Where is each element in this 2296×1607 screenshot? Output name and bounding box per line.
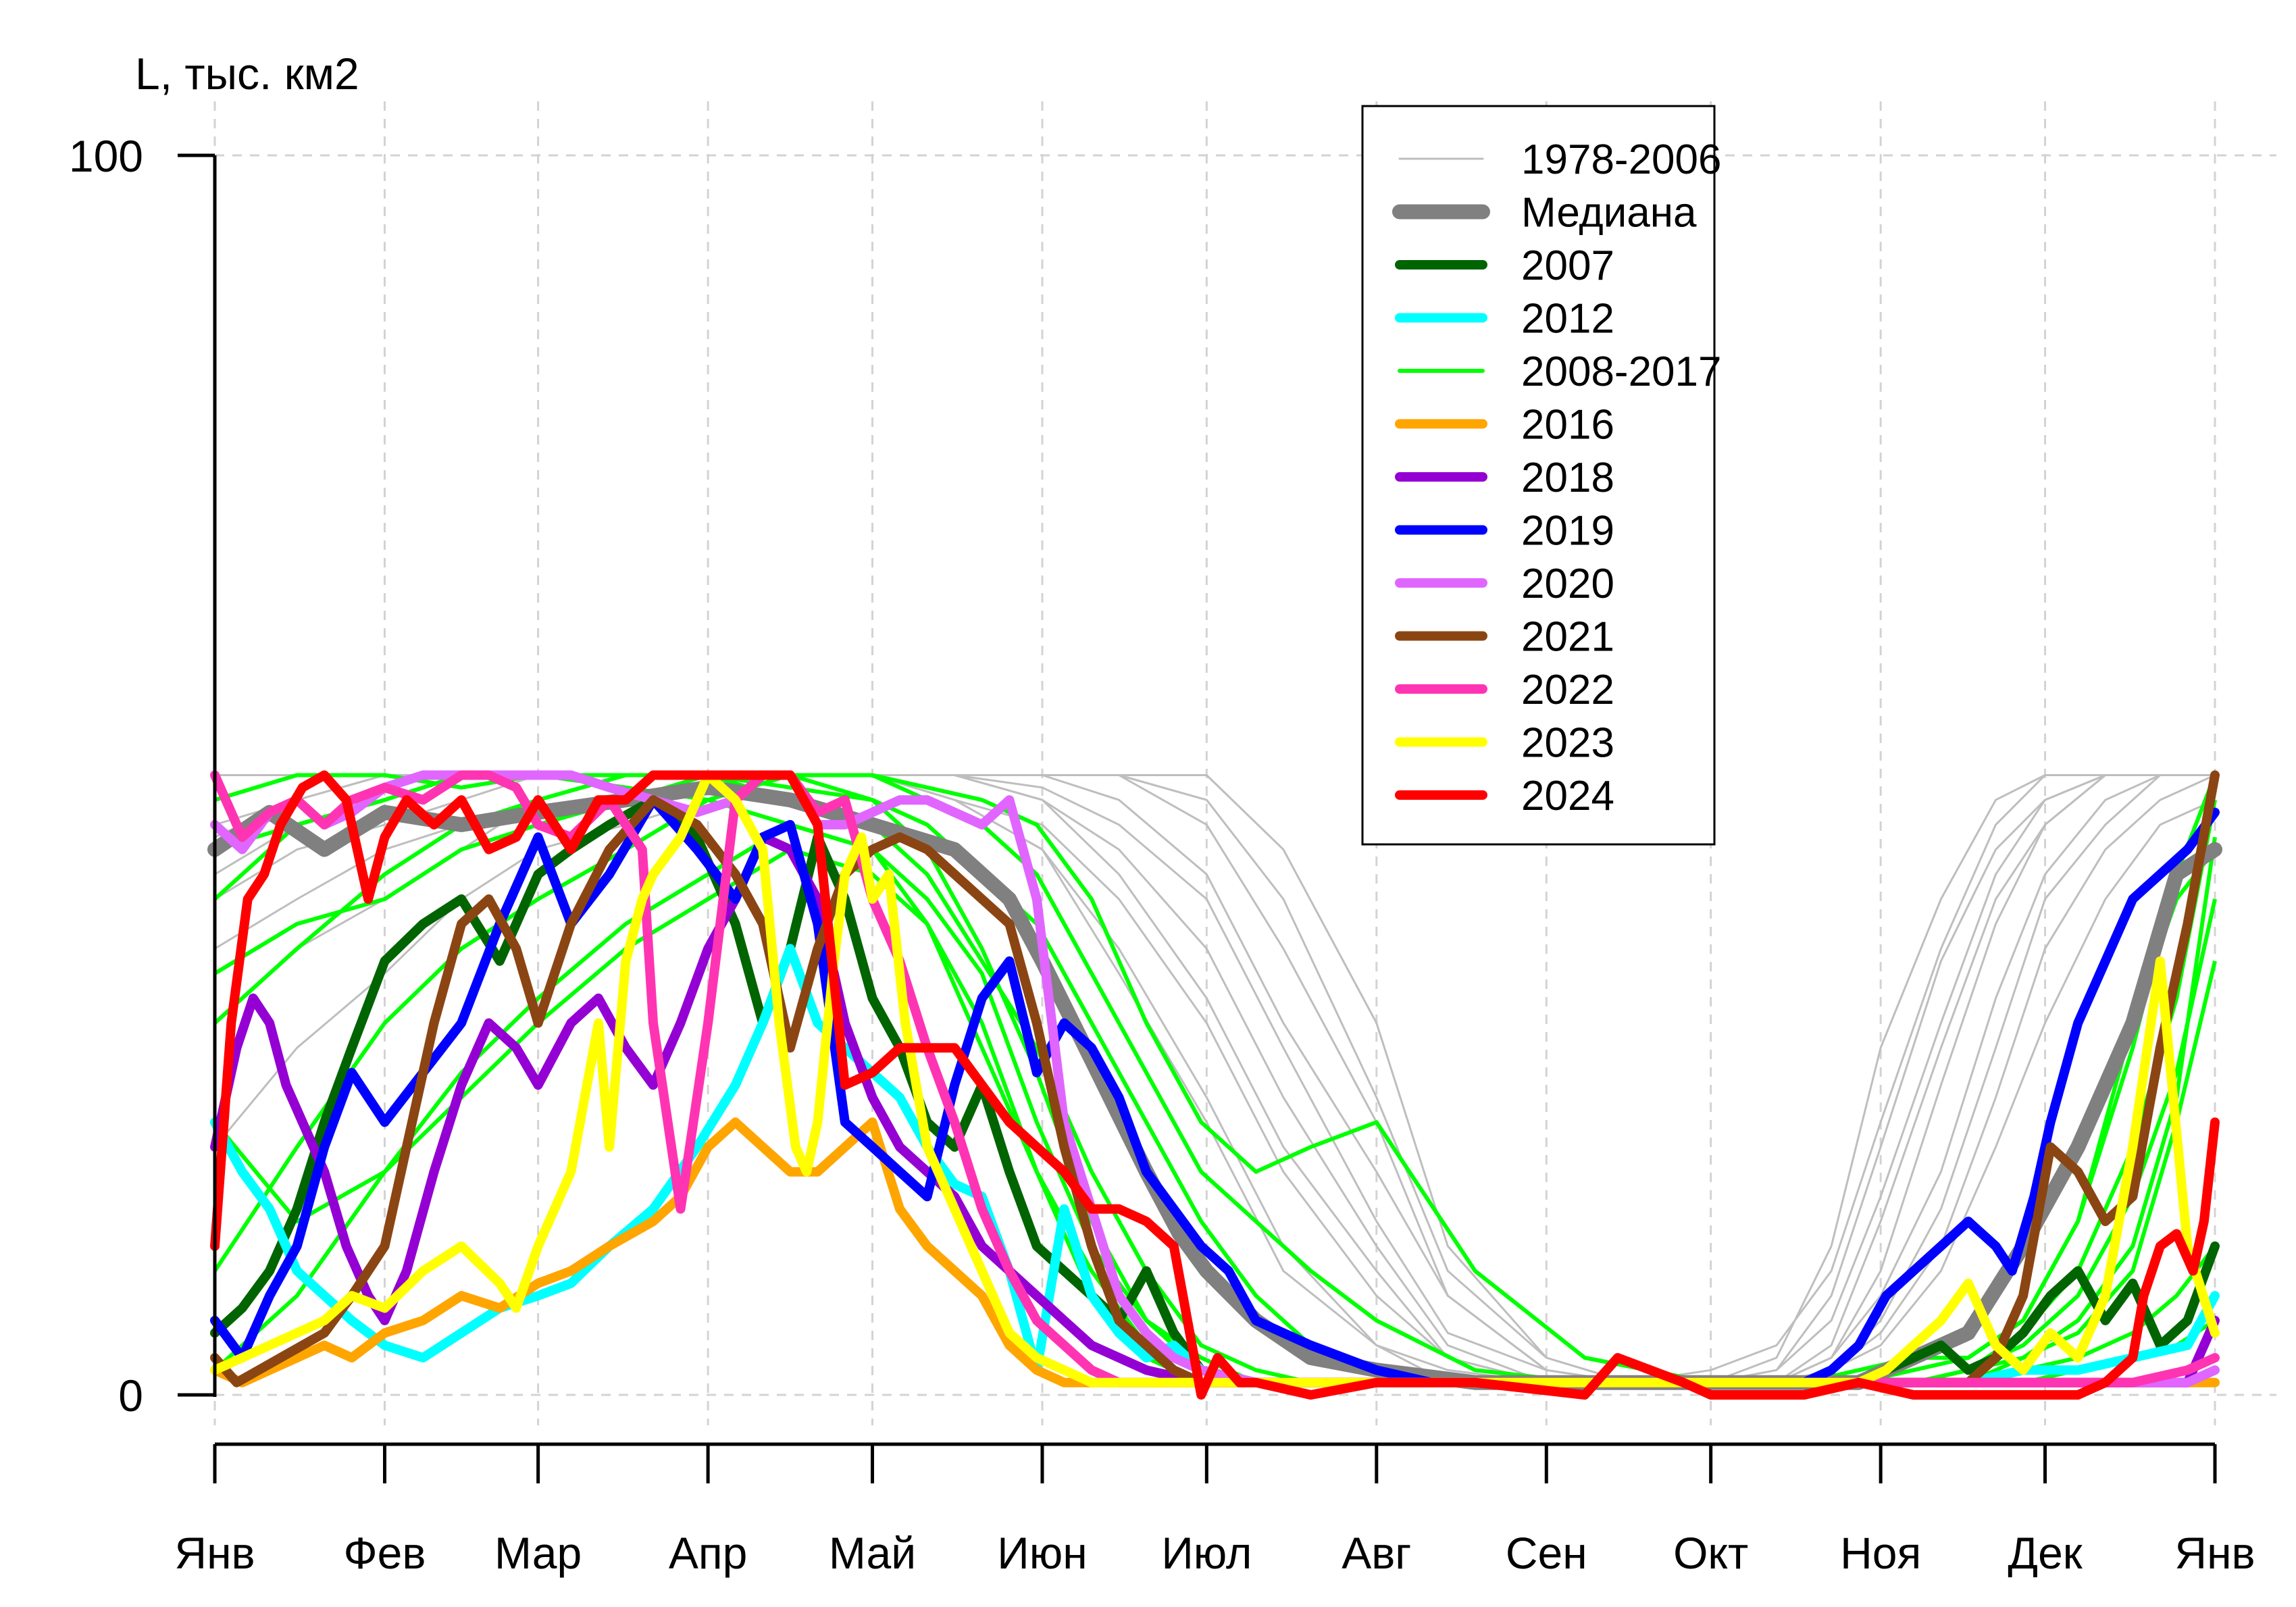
y-tick-label: 100 xyxy=(69,131,143,181)
series-line-2024 xyxy=(210,770,2220,1400)
x-tick-label: Май xyxy=(829,1528,916,1578)
legend-label: 2019 xyxy=(1521,508,1614,555)
legend-label: 2024 xyxy=(1521,773,1614,819)
legend-label: 2023 xyxy=(1521,720,1614,767)
series-line-Медиана xyxy=(207,780,2222,1390)
x-tick-label: Янв xyxy=(174,1528,255,1578)
x-tick-label: Дек xyxy=(2008,1528,2083,1578)
x-tick-label: Фев xyxy=(344,1528,426,1578)
axes: 0 100 Янв Фев Мар Апр Май Июн Июл Авг Сен Окт Ноя Дек… xyxy=(69,131,2255,1578)
legend: 1978-2006 Медиана 2007 2012 2008-2017 2016 201… xyxy=(1361,105,1722,846)
legend-label: 2016 xyxy=(1521,402,1614,449)
x-tick-label: Сен xyxy=(1506,1528,1587,1578)
y-axis-label: L, тыс. км2 xyxy=(135,49,359,99)
legend-label: 2021 xyxy=(1521,614,1614,661)
x-tick-label: Ноя xyxy=(1840,1528,1921,1578)
legend-label: 2012 xyxy=(1521,296,1614,342)
legend-label: 1978-2006 xyxy=(1521,136,1722,183)
x-tick-label: Янв xyxy=(2174,1528,2255,1578)
legend-label: 2007 xyxy=(1521,243,1614,289)
series-line-2023 xyxy=(210,770,2220,1387)
x-tick-label: Окт xyxy=(1673,1528,1748,1578)
x-tick-label: Апр xyxy=(669,1528,747,1578)
x-tick-label: Мар xyxy=(494,1528,582,1578)
x-tick-label: Июн xyxy=(997,1528,1087,1578)
legend-label: Медиана xyxy=(1521,190,1697,236)
legend-label: 2018 xyxy=(1521,455,1614,501)
series-highlighted xyxy=(207,770,2222,1400)
y-tick-label: 0 xyxy=(118,1371,143,1421)
series-line-2019 xyxy=(210,795,2220,1387)
x-tick-label: Авг xyxy=(1342,1528,1411,1578)
legend-label: 2020 xyxy=(1521,561,1614,607)
legend-label: 2022 xyxy=(1521,667,1614,713)
legend-label: 2008-2017 xyxy=(1521,349,1722,395)
x-tick-label: Июл xyxy=(1161,1528,1252,1578)
